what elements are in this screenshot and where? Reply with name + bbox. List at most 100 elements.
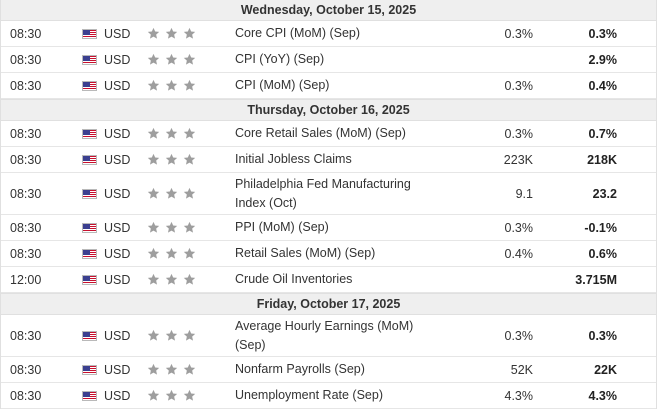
forecast-value: 0.3% (504, 78, 534, 93)
star-icon (147, 363, 160, 376)
flag-cell (82, 21, 98, 46)
importance-stars (147, 121, 197, 146)
previous-value: 0.6% (588, 246, 618, 261)
flag-cell (82, 147, 98, 172)
previous-value: -0.1% (584, 220, 617, 235)
star-icon (165, 127, 178, 140)
event-row[interactable]: 08:30 USD Nonfarm Payrolls (Sep) 52K 22K (1, 357, 656, 383)
previous-value: 4.3% (588, 388, 618, 403)
forecast-value: 0.3% (504, 126, 534, 141)
day-header: Friday, October 17, 2025 (1, 293, 656, 315)
flag-cell (82, 383, 98, 408)
event-name[interactable]: Crude Oil Inventories (235, 272, 353, 286)
currency-code: USD (104, 272, 131, 287)
flag-cell (82, 73, 98, 98)
star-icon (147, 127, 160, 140)
importance-stars (147, 383, 197, 408)
event-name[interactable]: Unemployment Rate (Sep) (235, 388, 383, 402)
event-name[interactable]: PPI (MoM) (Sep) (235, 220, 329, 234)
event-row[interactable]: 08:30 USD Retail Sales (MoM) (Sep) 0.4% 0.6% (1, 241, 656, 267)
importance-stars (147, 21, 197, 46)
event-time: 08:30 (10, 220, 42, 235)
event-time: 08:30 (10, 186, 42, 201)
event-row[interactable]: 08:30 USD CPI (MoM) (Sep) 0.3% 0.4% (1, 73, 656, 99)
importance-stars (147, 73, 197, 98)
currency-code: USD (104, 328, 131, 343)
currency-code: USD (104, 52, 131, 67)
forecast-value (441, 267, 533, 292)
star-icon (165, 389, 178, 402)
event-row[interactable]: 08:30 USD Core CPI (MoM) (Sep) 0.3% 0.3% (1, 21, 656, 47)
us-flag-icon (82, 222, 97, 233)
us-flag-icon (82, 28, 97, 39)
event-time: 08:30 (10, 328, 42, 343)
forecast-value: 9.1 (515, 186, 533, 201)
forecast-value: 0.3% (504, 328, 534, 343)
star-icon (183, 273, 196, 286)
event-row[interactable]: 08:30 USD Unemployment Rate (Sep) 4.3% 4.3% (1, 383, 656, 409)
currency-code: USD (104, 26, 131, 41)
event-name[interactable]: Retail Sales (MoM) (Sep) (235, 246, 376, 260)
event-name[interactable]: Philadelphia Fed Manufacturing Index (Oc… (235, 176, 411, 210)
star-icon (183, 27, 196, 40)
event-row[interactable]: 08:30 USD Philadelphia Fed Manufacturing I… (1, 173, 656, 215)
event-row[interactable]: 08:30 USD Initial Jobless Claims 223K 218K (1, 147, 656, 173)
star-icon (183, 153, 196, 166)
previous-value: 0.7% (588, 126, 618, 141)
star-icon (147, 329, 160, 342)
event-row[interactable]: 08:30 USD CPI (YoY) (Sep) 2.9% (1, 47, 656, 73)
star-icon (147, 79, 160, 92)
forecast-value: 0.3% (504, 220, 534, 235)
previous-value: 3.715M (575, 272, 617, 287)
event-name[interactable]: CPI (YoY) (Sep) (235, 52, 325, 66)
previous-value: 23.2 (592, 186, 617, 201)
star-icon (165, 27, 178, 40)
currency-code: USD (104, 126, 131, 141)
event-row[interactable]: 08:30 USD Average Hourly Earnings (MoM) (S… (1, 315, 656, 357)
us-flag-icon (82, 54, 97, 65)
flag-cell (82, 47, 98, 72)
currency-code: USD (104, 220, 131, 235)
previous-value: 218K (587, 152, 617, 167)
star-icon (147, 53, 160, 66)
event-time: 08:30 (10, 26, 42, 41)
event-name[interactable]: Core CPI (MoM) (Sep) (235, 26, 361, 40)
star-icon (183, 127, 196, 140)
flag-cell (82, 121, 98, 146)
flag-cell (82, 315, 98, 356)
currency-code: USD (104, 362, 131, 377)
star-icon (183, 53, 196, 66)
forecast-value (441, 47, 533, 72)
star-icon (183, 363, 196, 376)
currency-code: USD (104, 186, 131, 201)
importance-stars (147, 215, 197, 240)
forecast-value: 0.4% (504, 246, 534, 261)
day-header: Thursday, October 16, 2025 (1, 99, 656, 121)
event-row[interactable]: 12:00 USD Crude Oil Inventories 3.715M (1, 267, 656, 293)
importance-stars (147, 241, 197, 266)
importance-stars (147, 147, 197, 172)
us-flag-icon (82, 154, 97, 165)
event-row[interactable]: 08:30 USD PPI (MoM) (Sep) 0.3% -0.1% (1, 215, 656, 241)
event-name[interactable]: CPI (MoM) (Sep) (235, 78, 330, 92)
star-icon (147, 273, 160, 286)
event-time: 08:30 (10, 246, 42, 261)
star-icon (183, 187, 196, 200)
star-icon (165, 247, 178, 260)
us-flag-icon (82, 248, 97, 259)
previous-value: 0.3% (588, 26, 618, 41)
event-name[interactable]: Initial Jobless Claims (235, 152, 352, 166)
star-icon (147, 389, 160, 402)
previous-value: 2.9% (588, 52, 618, 67)
star-icon (165, 221, 178, 234)
flag-cell (82, 241, 98, 266)
star-icon (147, 27, 160, 40)
event-name[interactable]: Core Retail Sales (MoM) (Sep) (235, 126, 406, 140)
event-name[interactable]: Nonfarm Payrolls (Sep) (235, 362, 365, 376)
event-row[interactable]: 08:30 USD Core Retail Sales (MoM) (Sep) 0.3… (1, 121, 656, 147)
previous-value: 0.4% (588, 78, 618, 93)
importance-stars (147, 173, 197, 214)
us-flag-icon (82, 330, 97, 341)
event-name[interactable]: Average Hourly Earnings (MoM) (Sep) (235, 318, 414, 352)
